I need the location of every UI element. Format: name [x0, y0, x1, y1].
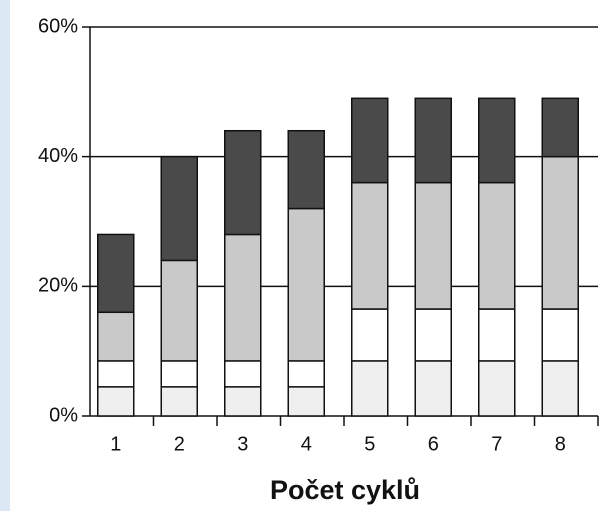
bar-segment: [414, 181, 452, 310]
x-tick-label: 3: [237, 433, 248, 455]
bar-segment: [97, 233, 135, 314]
bar-segment: [287, 129, 325, 210]
bar-segment: [160, 360, 198, 388]
bar-segment: [287, 360, 325, 388]
bar-segment: [224, 129, 262, 236]
x-axis-label: Počet cyklů: [270, 475, 420, 505]
bar-segment: [351, 360, 389, 417]
bar-segment: [541, 155, 579, 310]
bar-segment: [541, 308, 579, 362]
bar-segment: [351, 308, 389, 362]
bar-segment: [160, 155, 198, 262]
bar-segment: [414, 308, 452, 362]
x-tick-label: 7: [491, 433, 502, 455]
bar-segment: [97, 360, 135, 388]
bar-segment: [478, 308, 516, 362]
bar-segment: [541, 360, 579, 417]
y-tick-label: 0%: [49, 404, 78, 426]
bar-segment: [351, 181, 389, 310]
bar-segment: [287, 207, 325, 362]
bar-segment: [351, 97, 389, 184]
bar-segment: [97, 386, 135, 417]
bar-segment: [541, 97, 579, 158]
y-tick-label: 20%: [38, 275, 78, 297]
x-tick-label: 2: [174, 433, 185, 455]
bar-segment: [414, 97, 452, 184]
y-tick-label: 60%: [38, 15, 78, 37]
x-tick-label: 1: [110, 433, 121, 455]
bar-segment: [478, 360, 516, 417]
bar-segment: [160, 259, 198, 362]
bar-segment: [478, 97, 516, 184]
x-tick-label: 4: [301, 433, 312, 455]
x-tick-label: 6: [428, 433, 439, 455]
edge-strip: [0, 0, 10, 511]
x-tick-label: 5: [364, 433, 375, 455]
x-tick-label: 8: [555, 433, 566, 455]
bar-segment: [160, 386, 198, 417]
bar-segment: [224, 360, 262, 388]
y-tick-label: 40%: [38, 145, 78, 167]
bar-segment: [287, 386, 325, 417]
bar-segment: [224, 386, 262, 417]
bar-segment: [414, 360, 452, 417]
bar-segment: [224, 233, 262, 362]
bar-segment: [478, 181, 516, 310]
bar-segment: [97, 311, 135, 362]
